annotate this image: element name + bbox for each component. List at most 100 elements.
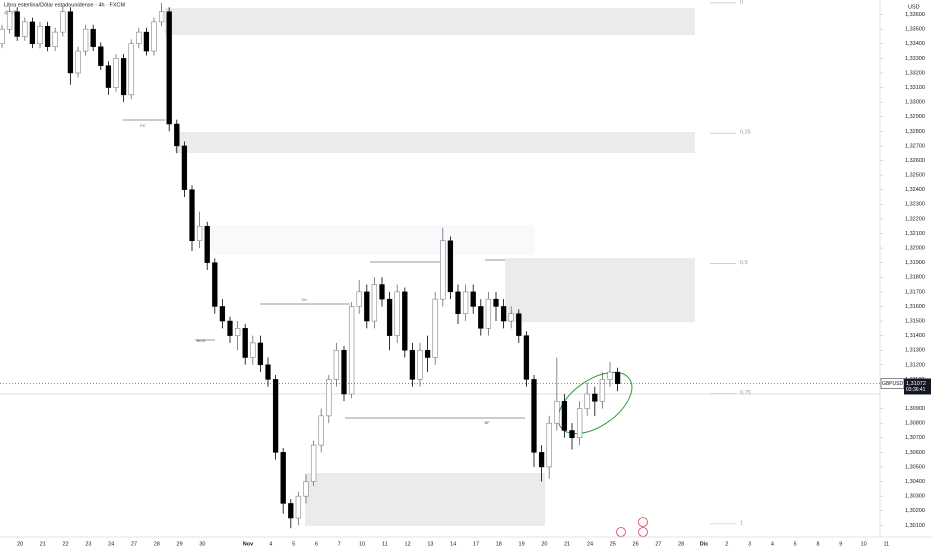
y-tick-label: 1,31500 bbox=[905, 318, 925, 324]
x-tick-label: 13 bbox=[427, 541, 433, 547]
candle-body bbox=[394, 291, 400, 336]
candle-body bbox=[303, 481, 309, 497]
candle-body bbox=[592, 393, 598, 402]
candle-body bbox=[288, 503, 294, 519]
x-tick-label: 12 bbox=[405, 541, 411, 547]
x-tick-label: 5 bbox=[292, 541, 295, 547]
annotation: Ch bbox=[301, 297, 306, 302]
x-tick-label: Dic bbox=[700, 541, 709, 547]
candle-body bbox=[538, 452, 545, 468]
candle-body bbox=[371, 284, 378, 322]
candle-body bbox=[417, 349, 423, 380]
candle-body bbox=[561, 401, 568, 431]
annotation: FC bbox=[140, 123, 145, 128]
candle-body bbox=[82, 28, 89, 52]
event-icon bbox=[638, 527, 648, 537]
x-tick-label: 20 bbox=[17, 541, 23, 547]
y-tick-label: 1,32000 bbox=[905, 246, 925, 252]
candle-body bbox=[295, 495, 302, 519]
candle-body bbox=[250, 342, 256, 358]
candle-body bbox=[554, 401, 560, 424]
candle-body bbox=[409, 349, 416, 380]
x-tick-label: 10 bbox=[359, 541, 365, 547]
y-tick-label: 1,32700 bbox=[905, 143, 925, 149]
zone bbox=[210, 225, 535, 255]
candle-body bbox=[98, 46, 104, 66]
candle-body bbox=[166, 11, 172, 125]
candle-body bbox=[485, 298, 492, 329]
candles bbox=[0, 2, 621, 529]
annotation: BOS bbox=[197, 338, 206, 343]
x-tick-label: 11 bbox=[884, 541, 890, 547]
candle-body bbox=[440, 240, 446, 300]
y-tick-label: 1,30100 bbox=[905, 523, 925, 529]
x-tick-label: 4 bbox=[269, 541, 272, 547]
y-tick-label: 1,33400 bbox=[905, 41, 925, 47]
highlight-ellipse bbox=[557, 371, 633, 435]
x-tick-label: 24 bbox=[587, 541, 593, 547]
x-tick-label: 21 bbox=[564, 541, 570, 547]
candle-body bbox=[265, 364, 271, 380]
candle-body bbox=[614, 371, 621, 385]
y-tick-label: 1,31800 bbox=[905, 275, 925, 281]
x-tick-label: Nov bbox=[243, 541, 254, 547]
y-tick-label: 1,30300 bbox=[905, 494, 925, 500]
candle-body bbox=[113, 58, 119, 88]
y-tick-label: 1,30700 bbox=[905, 435, 925, 441]
candle-body bbox=[67, 11, 74, 74]
zones bbox=[0, 8, 880, 537]
candle-body bbox=[6, 11, 13, 30]
candle-body bbox=[402, 291, 408, 351]
candle-body bbox=[136, 31, 142, 45]
x-tick-label: 9 bbox=[839, 541, 842, 547]
y-tick-label: 1,32800 bbox=[905, 129, 925, 135]
x-tick-label: 26 bbox=[633, 541, 639, 547]
candle-body bbox=[212, 262, 218, 307]
candle-body bbox=[29, 21, 36, 45]
candle-body bbox=[14, 11, 20, 37]
candle-body bbox=[44, 26, 51, 47]
candle-body bbox=[379, 284, 385, 300]
x-tick-label: 4 bbox=[771, 541, 774, 547]
fib-label: 0,75 bbox=[740, 390, 751, 396]
x-tick-label: 3 bbox=[748, 541, 751, 547]
candle-body bbox=[356, 291, 362, 307]
candle-body bbox=[174, 123, 180, 147]
candle-body bbox=[569, 430, 575, 439]
candle-body bbox=[52, 31, 58, 47]
candle-body bbox=[151, 21, 157, 52]
y-tick-label: 1,32200 bbox=[905, 216, 925, 222]
x-tick-label: 23 bbox=[85, 541, 91, 547]
candle-body bbox=[234, 328, 241, 336]
candle-body bbox=[204, 225, 210, 263]
candle-body bbox=[546, 422, 552, 468]
candle-body bbox=[196, 225, 203, 242]
x-tick-label: 28 bbox=[678, 541, 684, 547]
y-tick-label: 1,31200 bbox=[905, 362, 925, 368]
candle-body bbox=[22, 21, 28, 37]
y-tick-label: 1,30500 bbox=[905, 464, 925, 470]
fib-label: 0,25 bbox=[740, 130, 751, 136]
zone bbox=[165, 8, 695, 35]
y-tick-label: 1,33600 bbox=[905, 12, 925, 18]
candle-body bbox=[143, 31, 150, 52]
countdown-label: 03:36:41 bbox=[906, 387, 926, 393]
candle-body bbox=[318, 415, 324, 446]
candle-body bbox=[189, 189, 195, 242]
y-tick-label: 1,33200 bbox=[905, 70, 925, 76]
candle-body bbox=[516, 313, 522, 336]
y-tick-label: 1,31700 bbox=[905, 289, 925, 295]
candle-body bbox=[219, 306, 226, 322]
candle-body bbox=[364, 291, 370, 322]
candle-body bbox=[128, 43, 134, 96]
y-tick-label: 1,30400 bbox=[905, 479, 925, 485]
x-tick-label: 22 bbox=[63, 541, 69, 547]
candle-body bbox=[227, 320, 233, 336]
x-tick-label: 21 bbox=[40, 541, 46, 547]
x-tick-label: 30 bbox=[199, 541, 205, 547]
x-tick-label: 20 bbox=[541, 541, 547, 547]
candle-body bbox=[455, 291, 461, 314]
candle-body bbox=[90, 28, 96, 47]
fib-label: 0,5 bbox=[740, 260, 748, 266]
